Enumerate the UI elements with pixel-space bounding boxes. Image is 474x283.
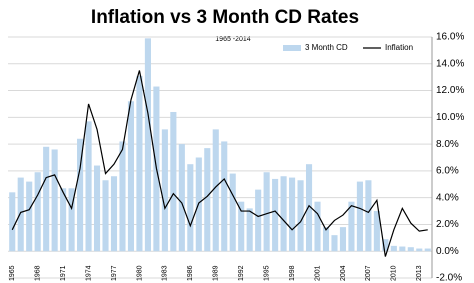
bar bbox=[110, 176, 118, 252]
y-tick-label: 4.0% bbox=[436, 192, 459, 203]
x-tick-label: 1995 bbox=[263, 265, 270, 281]
bar bbox=[34, 172, 41, 252]
bar bbox=[178, 144, 185, 252]
bar bbox=[407, 247, 414, 252]
bar bbox=[373, 211, 380, 252]
x-tick-label: 1977 bbox=[111, 265, 118, 281]
bar bbox=[102, 180, 109, 252]
bar bbox=[60, 188, 67, 252]
bar bbox=[85, 121, 92, 252]
bar bbox=[416, 248, 423, 252]
y-tick-label: 10.0% bbox=[436, 112, 464, 123]
y-tick-label: -2.0% bbox=[436, 273, 462, 283]
x-tick-label: 1983 bbox=[162, 265, 169, 281]
bar bbox=[348, 201, 355, 252]
y-tick-label: 12.0% bbox=[436, 85, 464, 96]
bar bbox=[136, 75, 143, 252]
y-tick-label: 14.0% bbox=[436, 58, 464, 69]
bar bbox=[365, 180, 372, 252]
bar bbox=[187, 164, 194, 252]
bar bbox=[43, 146, 50, 252]
x-tick-label: 2001 bbox=[314, 265, 321, 281]
bar bbox=[314, 201, 321, 252]
y-tick-label: 8.0% bbox=[436, 139, 459, 150]
x-tick-label: 2013 bbox=[416, 265, 423, 281]
y-tick-label: 0.0% bbox=[436, 246, 459, 257]
bar bbox=[9, 192, 16, 252]
legend-item: Inflation bbox=[363, 43, 413, 52]
bar bbox=[305, 164, 313, 252]
bar bbox=[255, 189, 262, 252]
bar bbox=[339, 227, 347, 252]
x-tick-label: 1971 bbox=[60, 265, 67, 281]
x-tick-label: 1974 bbox=[85, 265, 92, 281]
bar bbox=[356, 181, 363, 252]
chart-title: Inflation vs 3 Month CD Rates bbox=[91, 7, 359, 28]
bar bbox=[263, 172, 270, 252]
bar bbox=[229, 173, 236, 252]
bar bbox=[144, 38, 151, 252]
bar bbox=[399, 246, 406, 252]
bar bbox=[212, 129, 219, 252]
legend-label: 3 Month CD bbox=[305, 43, 348, 52]
x-tick-label: 1980 bbox=[136, 265, 143, 281]
bar bbox=[221, 141, 228, 252]
x-tick-label: 1965 bbox=[9, 265, 16, 281]
bar bbox=[170, 111, 177, 252]
bar bbox=[297, 180, 304, 252]
bar bbox=[127, 101, 135, 252]
bar bbox=[119, 141, 126, 252]
bar bbox=[93, 165, 101, 252]
bar bbox=[272, 178, 279, 252]
bar bbox=[390, 245, 397, 252]
legend-label: Inflation bbox=[385, 43, 413, 52]
y-tick-label: 16.0% bbox=[436, 32, 464, 43]
bar bbox=[17, 177, 24, 252]
x-tick-label: 1986 bbox=[187, 265, 194, 281]
bar bbox=[77, 138, 84, 252]
bar bbox=[26, 181, 33, 252]
bar bbox=[204, 148, 211, 252]
chart-subtitle: 1965 -2014 bbox=[215, 36, 251, 43]
y-tick-label: 2.0% bbox=[436, 219, 459, 230]
bar bbox=[238, 201, 245, 252]
y-tick-label: 6.0% bbox=[436, 166, 459, 177]
bar bbox=[424, 248, 431, 252]
bar bbox=[289, 177, 296, 252]
bar bbox=[382, 239, 389, 252]
legend-item: 3 Month CD bbox=[283, 43, 348, 52]
legend-swatch bbox=[283, 45, 301, 51]
bar bbox=[68, 188, 75, 252]
x-tick-label: 2007 bbox=[365, 265, 372, 281]
bar bbox=[51, 149, 58, 252]
x-tick-label: 1968 bbox=[35, 265, 42, 281]
x-tick-label: 1992 bbox=[238, 265, 245, 281]
bar bbox=[161, 129, 168, 252]
x-tick-label: 2010 bbox=[391, 265, 398, 281]
bar bbox=[322, 227, 330, 252]
line bbox=[11, 70, 428, 257]
x-tick-label: 1989 bbox=[213, 265, 220, 281]
x-tick-label: 2004 bbox=[340, 265, 347, 281]
bar bbox=[246, 208, 253, 252]
x-tick-label: 1998 bbox=[289, 265, 296, 281]
bar bbox=[280, 176, 287, 252]
bar bbox=[331, 235, 338, 252]
